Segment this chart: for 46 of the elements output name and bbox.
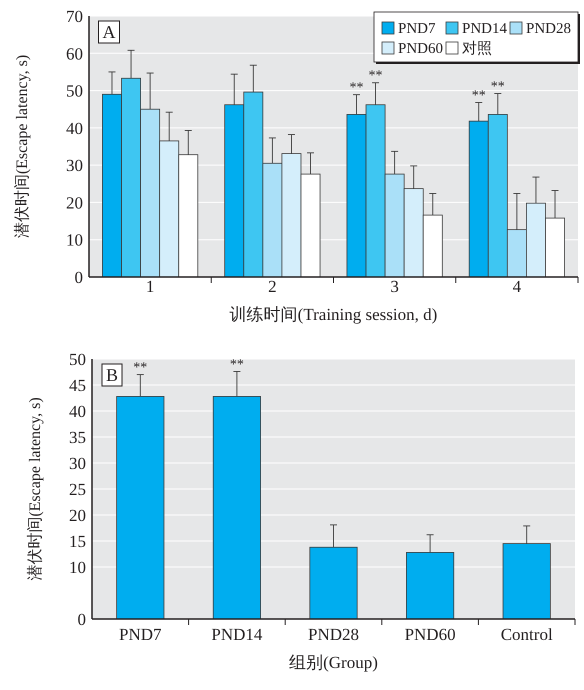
annotation: ** bbox=[368, 68, 383, 84]
y-tick-label: 40 bbox=[69, 402, 86, 421]
panel-label: B bbox=[102, 364, 122, 386]
y-tick-label: 0 bbox=[78, 610, 86, 629]
legend-label: PND60 bbox=[398, 41, 444, 57]
x-tick-label: PND60 bbox=[404, 625, 456, 644]
x-tick-label: 1 bbox=[146, 277, 154, 296]
x-tick-label: 3 bbox=[390, 277, 399, 296]
y-axis-title: 潜伏时间(Escape latency, s) bbox=[26, 397, 44, 581]
x-tick-label: 4 bbox=[512, 277, 522, 296]
annotation: ** bbox=[472, 88, 486, 104]
y-tick-label: 10 bbox=[69, 558, 86, 577]
x-tick-label: 2 bbox=[268, 277, 277, 296]
y-tick-label: 20 bbox=[66, 193, 83, 212]
annotation: ** bbox=[133, 360, 148, 376]
panel-label: A bbox=[98, 20, 120, 44]
y-tick-label: 35 bbox=[69, 428, 86, 447]
x-tick-label: PND7 bbox=[119, 625, 162, 644]
annotation: ** bbox=[230, 357, 244, 372]
y-tick-label: 40 bbox=[66, 118, 83, 138]
legend-label: 对照 bbox=[462, 40, 492, 57]
y-tick-label: 30 bbox=[69, 454, 86, 473]
annotation: ** bbox=[490, 80, 505, 95]
y-tick-label: 25 bbox=[69, 480, 86, 499]
y-tick-label: 15 bbox=[69, 532, 86, 551]
x-tick-label: Control bbox=[500, 625, 553, 644]
x-tick-label: PND28 bbox=[308, 625, 360, 644]
y-tick-label: 70 bbox=[66, 7, 83, 26]
y-tick-label: 50 bbox=[66, 82, 83, 101]
annotation: ** bbox=[349, 80, 364, 96]
y-tick-label: 50 bbox=[69, 350, 86, 369]
y-tick-label: 20 bbox=[69, 506, 86, 525]
y-tick-label: 60 bbox=[66, 44, 83, 64]
y-tick-label: 30 bbox=[66, 156, 83, 176]
annotation: A bbox=[102, 22, 116, 42]
legend-label: PND7 bbox=[398, 21, 436, 37]
legend-label: PND14 bbox=[462, 21, 508, 37]
annotation: B bbox=[106, 365, 118, 385]
legend-label: PND28 bbox=[526, 21, 572, 37]
y-tick-label: 45 bbox=[69, 376, 86, 395]
y-tick-label: 0 bbox=[74, 268, 83, 287]
x-axis-title: 组别(Group) bbox=[289, 653, 378, 672]
x-tick-label: PND14 bbox=[211, 625, 263, 644]
y-axis-title: 潜伏时间(Escape latency, s) bbox=[13, 54, 31, 238]
y-tick-label: 10 bbox=[66, 230, 83, 250]
x-axis-title: 训练时间(Training session, d) bbox=[230, 305, 438, 324]
